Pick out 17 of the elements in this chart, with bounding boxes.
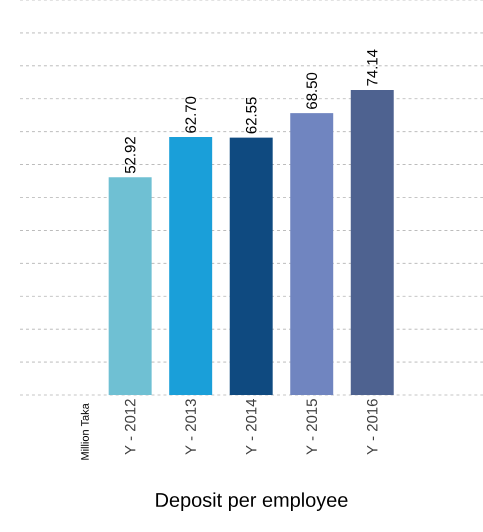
data-label: 62.70 — [185, 96, 196, 133]
data-label: 74.14 — [367, 49, 378, 86]
data-label: 68.50 — [306, 72, 318, 109]
x-tick-label: Y - 2012 — [124, 399, 136, 455]
bar — [108, 177, 152, 395]
x-tick-label: Y - 2014 — [246, 398, 256, 455]
bar — [350, 90, 394, 395]
x-tick-label: Y - 2015 — [306, 399, 318, 455]
bar — [230, 138, 273, 395]
x-tick-label: Y - 2013 — [185, 399, 196, 455]
x-tick-label: Y - 2016 — [366, 399, 378, 455]
bar — [290, 113, 334, 395]
data-label: 52.92 — [124, 137, 136, 174]
bar — [169, 137, 212, 395]
x-axis-title: Deposit per employee — [156, 492, 348, 511]
data-label: 62.55 — [246, 97, 256, 134]
y-axis-title: Million Taka — [80, 403, 89, 460]
